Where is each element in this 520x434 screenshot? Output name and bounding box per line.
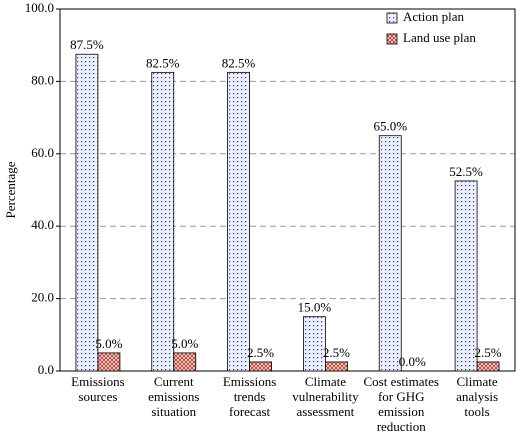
x-tick-label: emission: [378, 404, 425, 419]
bar: [249, 361, 272, 372]
bar: [325, 361, 348, 372]
data-label: 82.5%: [146, 55, 180, 70]
y-tick-label: 0.0: [38, 362, 54, 377]
data-label: 5.0%: [171, 336, 198, 351]
x-tick-label: Cost estimates: [364, 374, 439, 389]
x-tick-label: trends: [234, 389, 266, 404]
legend-swatch: [386, 33, 398, 45]
y-tick-label: 60.0: [31, 145, 54, 160]
data-label: 2.5%: [247, 345, 274, 360]
y-axis-label: Percentage: [3, 161, 18, 218]
y-tick-label: 20.0: [31, 290, 54, 305]
data-label: 0.0%: [399, 354, 426, 369]
x-tick-label: analysis: [456, 389, 498, 404]
x-tick-label: Current: [154, 374, 194, 389]
data-label: 87.5%: [70, 37, 104, 52]
bar: [97, 352, 121, 372]
x-tick-label: assessment: [297, 404, 355, 419]
legend-swatch: [386, 12, 398, 24]
x-tick-label: sources: [78, 389, 117, 404]
data-label: 82.5%: [222, 55, 256, 70]
x-tick-label: vulnerability: [292, 389, 359, 404]
bar: [151, 71, 175, 372]
x-tick-label: Emissions: [71, 374, 124, 389]
bar: [303, 316, 326, 372]
bar: [227, 71, 250, 372]
x-tick-label: Emissions: [223, 374, 276, 389]
y-tick-label: 100.0: [25, 0, 54, 15]
data-label: 52.5%: [449, 164, 483, 179]
legend-label: Land use plan: [403, 30, 476, 45]
x-tick-label: tools: [464, 404, 489, 419]
y-tick-label: 40.0: [31, 217, 54, 232]
x-tick-label: forecast: [229, 404, 271, 419]
x-tick-label: for GHG: [378, 389, 425, 404]
bar: [476, 361, 500, 372]
bar: [75, 53, 99, 372]
bar: [378, 135, 402, 372]
data-label: 2.5%: [475, 345, 502, 360]
data-label: 2.5%: [323, 345, 350, 360]
bar: [173, 352, 197, 372]
legend-label: Action plan: [403, 9, 465, 24]
x-tick-label: Climate: [305, 374, 346, 389]
x-tick-label: emissions: [148, 389, 199, 404]
bar: [454, 180, 478, 372]
data-label: 5.0%: [95, 336, 122, 351]
x-tick-label: Climate: [456, 374, 497, 389]
data-label: 65.0%: [373, 119, 407, 134]
y-tick-label: 80.0: [31, 72, 54, 87]
data-label: 15.0%: [298, 300, 332, 315]
plot-frame: [59, 8, 516, 372]
x-tick-label: situation: [151, 404, 196, 419]
x-tick-label: reduction: [377, 419, 427, 434]
